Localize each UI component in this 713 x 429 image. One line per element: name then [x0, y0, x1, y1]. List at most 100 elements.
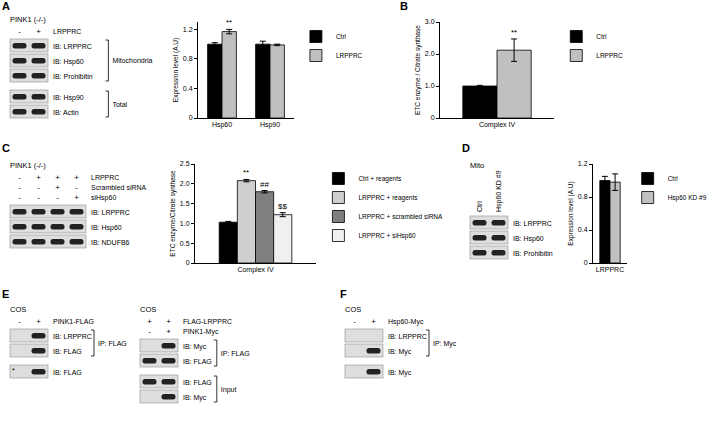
- svg-text:+: +: [166, 327, 171, 336]
- svg-text:ETC enzyme / Citrate synthase: ETC enzyme / Citrate synthase: [414, 25, 422, 115]
- svg-text:Scrambled siRNA: Scrambled siRNA: [91, 184, 147, 191]
- svg-text:LRPPRC: LRPPRC: [53, 28, 81, 35]
- svg-text:IB: LRPPRC: IB: LRPPRC: [513, 220, 552, 227]
- svg-text:IB: FLAG: IB: FLAG: [53, 348, 82, 355]
- svg-text:LRPPRC: LRPPRC: [596, 52, 623, 59]
- svg-text:LRPPRC: LRPPRC: [596, 266, 624, 273]
- svg-text:+: +: [36, 27, 41, 36]
- svg-text:IB: Hsp90: IB: Hsp90: [53, 94, 84, 102]
- svg-text:B: B: [400, 0, 408, 12]
- svg-text:IB: NDUFB6: IB: NDUFB6: [91, 239, 130, 246]
- svg-text:+: +: [55, 183, 60, 192]
- svg-text:IP: FLAG: IP: FLAG: [221, 350, 250, 357]
- svg-text:**: **: [226, 18, 232, 27]
- svg-text:1.2: 1.2: [183, 26, 193, 33]
- svg-text:Expression level (A.U): Expression level (A.U): [172, 38, 180, 102]
- svg-text:IB: LRPPRC: IB: LRPPRC: [53, 43, 92, 50]
- svg-text:C: C: [2, 142, 10, 154]
- svg-text:Complex IV: Complex IV: [479, 121, 516, 129]
- svg-text:Mito: Mito: [470, 161, 484, 170]
- svg-text:0: 0: [584, 259, 588, 266]
- svg-text:-: -: [18, 173, 21, 182]
- svg-text:PINK1 (-/-): PINK1 (-/-): [10, 161, 46, 170]
- svg-text:-: -: [18, 183, 21, 192]
- svg-text:0: 0: [431, 114, 435, 121]
- svg-text:-: -: [37, 183, 40, 192]
- svg-text:A: A: [2, 0, 10, 12]
- svg-text:0.8: 0.8: [578, 193, 588, 200]
- svg-text:+: +: [36, 173, 41, 182]
- svg-text:IB: FLAG: IB: FLAG: [183, 358, 212, 365]
- svg-text:+: +: [74, 173, 79, 182]
- svg-text:-: -: [148, 327, 151, 336]
- svg-text:Ctrl + reagents: Ctrl + reagents: [358, 175, 402, 183]
- svg-text:Total: Total: [112, 101, 127, 108]
- svg-text:IB: Prohibitin: IB: Prohibitin: [53, 73, 93, 80]
- svg-text:Input: Input: [221, 386, 237, 394]
- svg-text:IB: LRPPRC: IB: LRPPRC: [388, 333, 427, 340]
- svg-text:0: 0: [189, 114, 193, 121]
- svg-text:Ctrl: Ctrl: [668, 175, 679, 182]
- svg-text:E: E: [2, 288, 9, 300]
- svg-text:+: +: [371, 317, 376, 326]
- svg-text:ETC enzyme/Citrate synthase: ETC enzyme/Citrate synthase: [169, 170, 177, 257]
- svg-text:Ctrl: Ctrl: [336, 33, 347, 40]
- svg-text:1.2: 1.2: [578, 160, 588, 167]
- svg-text:-: -: [75, 183, 78, 192]
- svg-text:##: ##: [260, 180, 269, 189]
- svg-text:+: +: [55, 173, 60, 182]
- svg-text:PINK1-Myc: PINK1-Myc: [183, 328, 219, 336]
- svg-text:IB: Myc: IB: Myc: [388, 369, 412, 377]
- svg-text:PINK1-FLAG: PINK1-FLAG: [53, 318, 94, 325]
- svg-text:IP: FLAG: IP: FLAG: [98, 340, 127, 347]
- svg-text:Hsp90: Hsp90: [260, 121, 280, 129]
- svg-text:F: F: [340, 288, 347, 300]
- svg-text:LRPPRC + siHsp60: LRPPRC + siHsp60: [358, 232, 416, 240]
- svg-text:-: -: [56, 193, 59, 202]
- svg-text:-: -: [18, 27, 21, 36]
- svg-text:0: 0: [186, 259, 190, 266]
- svg-text:Hsp60: Hsp60: [212, 121, 232, 129]
- svg-text:Hsp60 KD #9: Hsp60 KD #9: [495, 170, 503, 212]
- svg-text:**: **: [243, 168, 249, 177]
- svg-text:3.0: 3.0: [425, 18, 435, 25]
- svg-text:2.0: 2.0: [180, 180, 190, 187]
- svg-text:IB: Myc: IB: Myc: [388, 348, 412, 356]
- svg-text:LRPPRC + reagents: LRPPRC + reagents: [358, 194, 418, 202]
- svg-text:IB: LRPPRC: IB: LRPPRC: [53, 333, 92, 340]
- svg-text:IB: Myc: IB: Myc: [183, 394, 207, 402]
- svg-text:-: -: [18, 317, 21, 326]
- svg-text:COS: COS: [345, 305, 361, 314]
- svg-text:IB: LRPPRC: IB: LRPPRC: [91, 209, 130, 216]
- svg-text:PINK1 (-/-): PINK1 (-/-): [10, 15, 46, 24]
- svg-text:Ctrl: Ctrl: [476, 201, 483, 212]
- svg-text:-: -: [18, 193, 21, 202]
- svg-text:COS: COS: [10, 305, 26, 314]
- svg-text:Ctrl: Ctrl: [596, 33, 607, 40]
- svg-text:siHsp60: siHsp60: [91, 194, 116, 202]
- svg-text:COS: COS: [140, 305, 156, 314]
- svg-text:IB: Hsp60: IB: Hsp60: [513, 235, 544, 243]
- svg-text:+: +: [36, 317, 41, 326]
- svg-text:D: D: [462, 142, 470, 154]
- svg-text:-: -: [37, 193, 40, 202]
- svg-text:+: +: [166, 317, 171, 326]
- svg-text:Complex IV: Complex IV: [237, 266, 274, 274]
- svg-text:0.5: 0.5: [180, 240, 190, 247]
- svg-text:0.8: 0.8: [183, 55, 193, 62]
- svg-text:LRPPRC: LRPPRC: [91, 174, 119, 181]
- svg-text:*: *: [12, 367, 15, 374]
- svg-text:2.0: 2.0: [425, 50, 435, 57]
- svg-text:+: +: [74, 193, 79, 202]
- svg-text:IB: Hsp60: IB: Hsp60: [53, 58, 84, 66]
- svg-text:+: +: [147, 317, 152, 326]
- svg-text:FLAG-LRPPRC: FLAG-LRPPRC: [183, 318, 232, 325]
- svg-text:Expression level (A.U): Expression level (A.U): [567, 181, 575, 245]
- svg-text:LRPPRC: LRPPRC: [336, 52, 363, 59]
- svg-text:Hsp60-Myc: Hsp60-Myc: [388, 318, 424, 326]
- svg-text:IB: FLAG: IB: FLAG: [183, 379, 212, 386]
- svg-text:IP: Myc: IP: Myc: [433, 340, 457, 348]
- svg-text:IB: FLAG: IB: FLAG: [53, 369, 82, 376]
- svg-text:1.5: 1.5: [180, 200, 190, 207]
- svg-text:0.4: 0.4: [183, 85, 193, 92]
